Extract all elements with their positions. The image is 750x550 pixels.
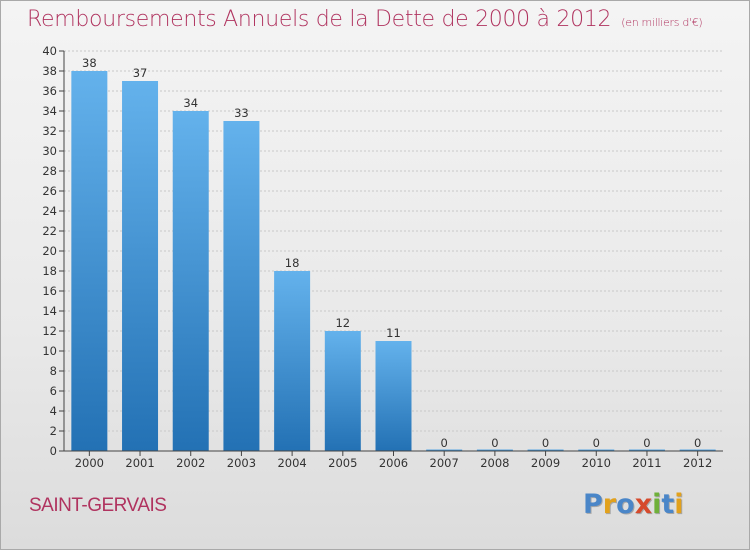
- data-label-2012: 0: [694, 436, 701, 450]
- data-label-2010: 0: [593, 436, 600, 450]
- data-label-2006: 11: [386, 326, 401, 340]
- bar-2002: [172, 111, 209, 451]
- data-label-2000: 38: [82, 56, 97, 70]
- data-label-2005: 12: [335, 316, 350, 330]
- y-tick-label: 36: [42, 84, 57, 98]
- x-tick-label: 2002: [176, 456, 205, 470]
- x-tick-label: 2000: [75, 456, 104, 470]
- bar-2006: [375, 341, 412, 451]
- y-tick-label: 10: [42, 344, 57, 358]
- y-tick-label: 32: [42, 124, 57, 138]
- chart-subtitle: (en milliers d'€): [621, 16, 703, 29]
- x-tick-label: 2008: [480, 456, 509, 470]
- bar-2010: [578, 449, 615, 451]
- y-tick-label: 18: [42, 264, 57, 278]
- x-tick-label: 2006: [379, 456, 408, 470]
- bar-2008: [476, 449, 513, 451]
- bars: [71, 71, 716, 451]
- data-label-2002: 34: [183, 96, 198, 110]
- y-tick-label: 12: [42, 324, 57, 338]
- logo-letter: o: [616, 489, 635, 520]
- y-tick-label: 16: [42, 284, 57, 298]
- bar-2005: [324, 331, 361, 451]
- logo-letter: i: [674, 489, 684, 520]
- logo-letter: i: [652, 489, 662, 520]
- proxiti-logo: Proxiti: [583, 489, 684, 520]
- y-tick-label: 8: [50, 364, 57, 378]
- bar-2000: [71, 71, 108, 451]
- y-tick-label: 6: [50, 384, 57, 398]
- data-label-2007: 0: [441, 436, 448, 450]
- x-tick-label: 2010: [582, 456, 611, 470]
- data-labels: 38 37 34 33 18 12 11 0 0 0 0 0 0: [82, 56, 701, 450]
- x-tick-label: 2003: [227, 456, 256, 470]
- y-tick-label: 2: [50, 424, 57, 438]
- logo-letter: P: [583, 489, 603, 520]
- bar-2004: [274, 271, 311, 451]
- logo-letter: r: [602, 489, 617, 520]
- y-tick-label: 22: [42, 224, 57, 238]
- bar-2009: [527, 449, 564, 451]
- data-label-2008: 0: [491, 436, 498, 450]
- y-tick-label: 28: [42, 164, 57, 178]
- axes: 0246810121416182022242628303234363840200…: [42, 44, 723, 470]
- x-tick-label: 2004: [277, 456, 306, 470]
- logo-letter: t: [661, 489, 675, 520]
- y-tick-label: 30: [42, 144, 57, 158]
- y-tick-label: 24: [42, 204, 57, 218]
- x-tick-label: 2007: [430, 456, 459, 470]
- data-label-2004: 18: [285, 256, 300, 270]
- bar-2003: [223, 121, 260, 451]
- bar-2001: [122, 81, 159, 451]
- y-tick-label: 0: [50, 444, 57, 458]
- chart-title: Remboursements Annuels de la Dette de 20…: [27, 7, 703, 32]
- y-tick-label: 34: [42, 104, 57, 118]
- data-label-2001: 37: [133, 66, 148, 80]
- x-tick-label: 2001: [125, 456, 154, 470]
- y-tick-label: 4: [50, 404, 57, 418]
- data-label-2003: 33: [234, 106, 249, 120]
- x-tick-label: 2012: [683, 456, 712, 470]
- bar-2011: [628, 449, 665, 451]
- bar-2007: [426, 449, 463, 451]
- data-label-2009: 0: [542, 436, 549, 450]
- bar-2012: [679, 449, 716, 451]
- chart-title-text: Remboursements Annuels de la Dette de 20…: [27, 7, 612, 32]
- y-tick-label: 26: [42, 184, 57, 198]
- x-tick-label: 2009: [531, 456, 560, 470]
- x-tick-label: 2011: [632, 456, 661, 470]
- y-tick-label: 40: [42, 44, 57, 58]
- logo-letter: x: [634, 489, 653, 520]
- y-tick-label: 38: [42, 64, 57, 78]
- y-tick-label: 20: [42, 244, 57, 258]
- commune-name: SAINT-GERVAIS: [29, 495, 167, 516]
- y-tick-label: 14: [42, 304, 57, 318]
- data-label-2011: 0: [643, 436, 650, 450]
- x-tick-label: 2005: [328, 456, 357, 470]
